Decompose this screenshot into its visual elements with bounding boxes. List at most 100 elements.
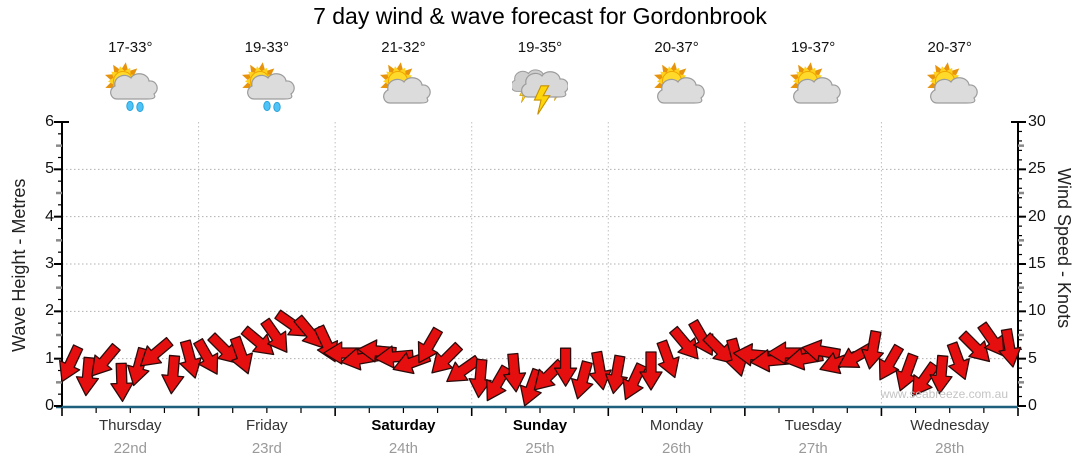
wind-arrow bbox=[161, 354, 185, 395]
cloud bbox=[521, 71, 569, 98]
day-date: 24th bbox=[388, 440, 419, 457]
day-name: Sunday bbox=[512, 417, 568, 434]
wave-tick-label: 1 bbox=[45, 349, 54, 367]
raindrop bbox=[273, 101, 281, 113]
temp-label: 20-37° bbox=[927, 39, 972, 56]
wind-arrow bbox=[374, 345, 414, 369]
wind-arrow bbox=[486, 364, 512, 402]
wind-tick-label: 25 bbox=[1028, 160, 1046, 178]
wind-arrow bbox=[110, 362, 134, 403]
days-header: 17-33° 19-33° 21-32° 19-35° 20-37° 19-37° 20-3… bbox=[0, 0, 1080, 120]
wind-arrow bbox=[139, 336, 174, 367]
day-date: 22nd bbox=[113, 440, 147, 457]
wind-arrow bbox=[323, 341, 363, 365]
temp-label: 20-37° bbox=[654, 39, 699, 56]
wave-tick-label: 5 bbox=[45, 160, 54, 178]
wind-arrow bbox=[702, 332, 735, 364]
wind-tick-label: 0 bbox=[1028, 397, 1037, 414]
wind-arrow bbox=[240, 325, 275, 356]
raindrop bbox=[136, 101, 144, 113]
wave-tick-label: 6 bbox=[45, 113, 54, 130]
day-date: 25th bbox=[525, 440, 555, 457]
wind-arrow bbox=[193, 338, 219, 375]
wave-axis-title: Wave Height - Metres bbox=[9, 178, 29, 352]
wind-arrow bbox=[553, 347, 578, 387]
weather-icon-sun-cloud-rain bbox=[102, 62, 159, 116]
watermark: www.seabreeze.com.au bbox=[880, 387, 1008, 401]
weather-icon-sun-cloud-rain bbox=[239, 62, 295, 116]
page-title: 7 day wind & wave forecast for Gordonbro… bbox=[313, 3, 767, 29]
wind-arrow bbox=[861, 329, 885, 370]
wind-arrow bbox=[417, 326, 443, 364]
wind-axis-title: Wind Speed - Knots bbox=[1054, 168, 1074, 329]
cloud bbox=[793, 77, 841, 104]
temp-label: 19-37° bbox=[790, 39, 836, 56]
sun-cloud-icon bbox=[790, 62, 841, 104]
wind-arrow bbox=[929, 354, 953, 395]
temp-label: 19-35° bbox=[517, 39, 563, 56]
day-name: Tuesday bbox=[784, 417, 842, 434]
wind-arrow bbox=[639, 351, 663, 391]
wind-arrow bbox=[468, 358, 492, 399]
day-date: 27th bbox=[798, 440, 828, 457]
sun-cloud-icon bbox=[380, 62, 432, 104]
lightning-bolt bbox=[533, 85, 551, 115]
wind-arrow bbox=[91, 342, 121, 377]
weather-icon-sun-cloud bbox=[922, 62, 978, 116]
cloud bbox=[929, 77, 978, 104]
day-date: 28th bbox=[935, 440, 965, 457]
wind-arrow bbox=[895, 352, 919, 392]
wind-tick-label: 20 bbox=[1028, 207, 1046, 225]
wind-arrow bbox=[229, 335, 253, 375]
wind-arrow bbox=[656, 339, 680, 379]
wind-tick-label: 5 bbox=[1028, 349, 1037, 367]
raindrop bbox=[126, 100, 134, 112]
weather-icon-sun-cloud bbox=[785, 62, 841, 116]
wind-arrow bbox=[431, 341, 464, 374]
wind-arrow bbox=[446, 354, 482, 383]
wind-arrow bbox=[946, 341, 970, 381]
wind-arrow bbox=[260, 317, 288, 353]
temp-label: 21-32° bbox=[381, 39, 426, 56]
wind-arrow bbox=[977, 321, 1005, 357]
weather-icon-sun-cloud bbox=[649, 62, 705, 116]
sun-cloud-rain-icon bbox=[105, 62, 159, 113]
wave-tick-label: 4 bbox=[45, 207, 54, 225]
weather-icon-storm bbox=[510, 62, 569, 116]
wind-arrow bbox=[533, 358, 566, 391]
cloud bbox=[383, 77, 432, 104]
wind-arrow bbox=[59, 344, 84, 383]
wind-arrow bbox=[570, 360, 594, 400]
wind-arrow bbox=[911, 361, 940, 397]
day-date: 26th bbox=[661, 440, 692, 457]
weather-icon-sun-cloud bbox=[375, 62, 432, 116]
temp-label: 17-33° bbox=[108, 39, 153, 56]
wind-arrow bbox=[998, 328, 1022, 368]
wind-arrow bbox=[669, 325, 699, 360]
day-name: Thursday bbox=[99, 417, 162, 434]
wind-arrow bbox=[958, 330, 991, 363]
day-name: Friday bbox=[246, 417, 288, 434]
wind-arrow bbox=[878, 343, 904, 381]
cloud bbox=[246, 73, 295, 100]
wind-arrow bbox=[502, 352, 527, 393]
wind-tick-label: 15 bbox=[1028, 255, 1046, 272]
temp-label: 19-33° bbox=[244, 39, 290, 56]
day-name: Monday bbox=[649, 417, 704, 434]
wind-tick-label: 10 bbox=[1028, 302, 1046, 320]
wind-arrow bbox=[207, 332, 239, 364]
storm-icon bbox=[510, 69, 569, 115]
wave-tick-label: 3 bbox=[45, 255, 54, 272]
sun-cloud-icon bbox=[926, 62, 978, 104]
sun-cloud-rain-icon bbox=[241, 62, 295, 113]
wave-tick-label: 2 bbox=[45, 302, 54, 320]
wind-arrow bbox=[179, 339, 202, 379]
cloud bbox=[110, 73, 159, 100]
sun-cloud-icon bbox=[653, 62, 705, 104]
wind-arrow bbox=[604, 354, 628, 395]
wind-tick-label: 30 bbox=[1028, 113, 1046, 130]
wave-tick-label: 0 bbox=[45, 397, 54, 414]
